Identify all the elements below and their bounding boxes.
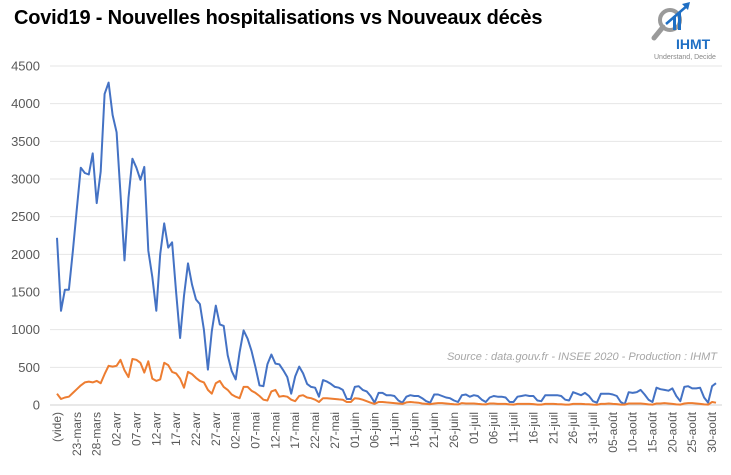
x-tick-label: 17-avr [169,412,183,446]
x-axis-ticks: (vide) 23-mars 28-mars 02-avr 07-avr 12-avr 17… [50,411,719,456]
chart-title: Covid19 - Nouvelles hospitalisations vs … [14,7,543,29]
source-annotation: Source : data.gouv.fr - INSEE 2020 - Pro… [447,351,718,363]
x-tick-label: 12-mai [268,412,282,449]
series-line-deces [56,358,717,406]
y-tick-label: 2500 [11,209,40,224]
y-tick-label: 1500 [11,285,40,300]
x-tick-label: 07-mai [249,412,263,449]
x-tick-label: 01-juil [467,412,481,444]
x-tick-label: 30-août [705,411,719,452]
x-tick-label: 10-août [626,411,640,452]
x-tick-label: 22-mai [308,412,322,449]
x-tick-label: 11-juil [507,412,521,443]
y-tick-label: 1000 [11,322,40,337]
y-tick-label: 3000 [11,172,40,187]
x-tick-label: 26-juil [566,412,580,444]
gridlines [50,65,722,368]
x-tick-label: 07-avr [129,412,143,446]
x-tick-label: 02-mai [229,412,243,449]
y-tick-label: 3500 [11,134,40,149]
logo-name: IHMT [676,36,711,52]
x-tick-label: 05-août [606,411,620,452]
series-line-hospitalisations [56,81,717,406]
x-tick-label: 28-mars [90,412,104,456]
series-lines [56,81,717,406]
y-tick-label: 2000 [11,247,40,262]
y-tick-label: 0 [33,398,40,413]
x-tick-label: 23-mars [70,412,84,456]
y-tick-label: 4500 [11,59,40,74]
x-tick-label: 27-avr [209,412,223,446]
x-tick-label: 22-avr [189,412,203,446]
ihmt-logo-icon [651,2,690,41]
x-tick-label: 21-juil [546,412,560,444]
x-tick-label: 12-avr [149,412,163,446]
x-tick-label: 31-juil [586,412,600,444]
x-tick-label: 21-juin [427,412,441,448]
x-tick-label: 20-août [665,411,679,452]
x-tick-label: 26-juin [447,412,461,448]
x-tick-label: 06-juin [368,412,382,448]
x-tick-label: 15-août [646,411,660,452]
y-axis-ticks: 0 500 1000 1500 2000 2500 3000 3500 4000 4500 [11,59,40,413]
x-tick-label: 17-mai [288,412,302,449]
x-tick-label: 27-mai [328,412,342,449]
x-tick-label: 25-août [685,411,699,452]
x-tick-label: 11-juin [387,412,401,447]
x-tick-label: 01-juin [348,412,362,448]
x-tick-label: (vide) [50,412,64,442]
logo-tagline: Understand, Decide [654,54,716,61]
x-tick-label: 06-juil [487,412,501,444]
x-tick-label: 16-juil [526,412,540,444]
x-tick-label: 16-juin [407,412,421,448]
y-tick-label: 4000 [11,96,40,111]
x-tick-label: 02-avr [110,412,124,446]
y-tick-label: 500 [18,360,40,375]
